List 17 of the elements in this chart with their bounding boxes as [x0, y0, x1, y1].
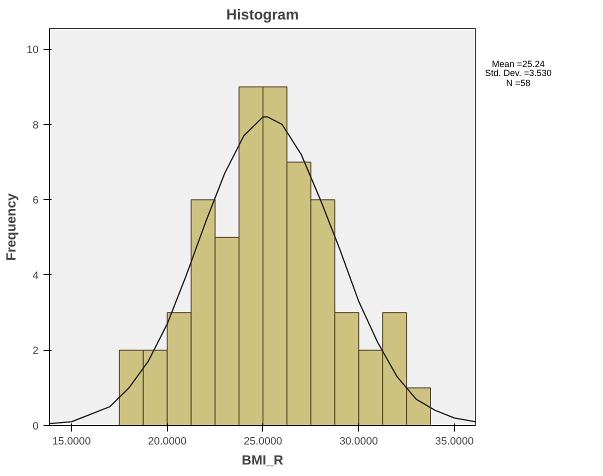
- y-tick-label: 2: [32, 345, 39, 358]
- x-tick-label: 30.0000: [339, 436, 378, 448]
- text: Std. Dev. =3.530: [485, 68, 552, 78]
- x-axis-title: BMI_R: [242, 452, 284, 468]
- y-tick-label: 4: [32, 270, 39, 282]
- y-tick-label: 8: [32, 119, 39, 132]
- y-tick-label: 6: [32, 194, 39, 207]
- x-tick-label: 20.0000: [148, 436, 187, 448]
- y-tick-label: 0: [32, 420, 39, 432]
- x-tick-label: 35.0000: [435, 436, 474, 448]
- x-tick-label: 25.0000: [244, 436, 282, 448]
- y-tick-label: 10: [26, 44, 39, 56]
- x-tick-label: 15.0000: [52, 436, 91, 448]
- text: Mean =25.24: [492, 59, 545, 69]
- text: N =58: [506, 78, 530, 88]
- y-axis-title: Frequency: [4, 192, 19, 261]
- chart-title: Histogram: [226, 8, 299, 24]
